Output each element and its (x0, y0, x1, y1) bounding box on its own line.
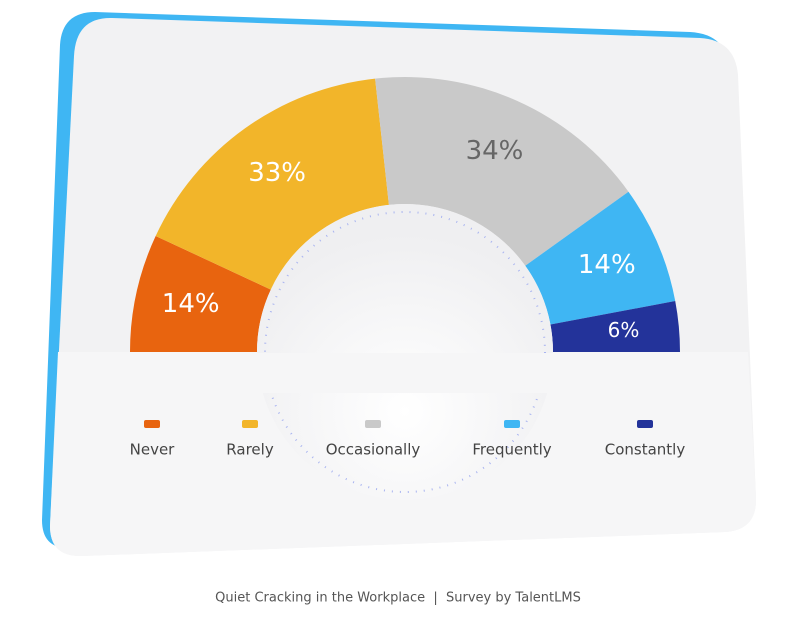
value-label: 14% (578, 250, 636, 280)
gauge-segment (155, 78, 389, 290)
value-label: 14% (162, 289, 220, 319)
gauge-segment (130, 235, 271, 352)
legend-swatch (637, 420, 653, 428)
legend-swatch (504, 420, 520, 428)
gauge-segment (550, 300, 680, 352)
legend-label: Never (130, 441, 176, 459)
legend-swatch (242, 420, 258, 428)
value-label: 34% (466, 136, 524, 166)
legend-label: Rarely (226, 441, 274, 459)
legend-swatch (144, 420, 160, 428)
gauge-segment (525, 191, 676, 325)
legend-label: Constantly (605, 441, 686, 459)
legend-swatch (365, 420, 381, 428)
value-label: 33% (248, 158, 306, 188)
value-label: 6% (608, 318, 640, 342)
legend-label: Frequently (472, 441, 551, 459)
gauge-dots (264, 211, 546, 493)
caption: Quiet Cracking in the Workplace | Survey… (215, 591, 581, 606)
legend-label: Occasionally (326, 441, 421, 459)
gauge-center (257, 204, 553, 500)
gauge-segment (375, 77, 629, 266)
gauge-mask (120, 353, 690, 393)
